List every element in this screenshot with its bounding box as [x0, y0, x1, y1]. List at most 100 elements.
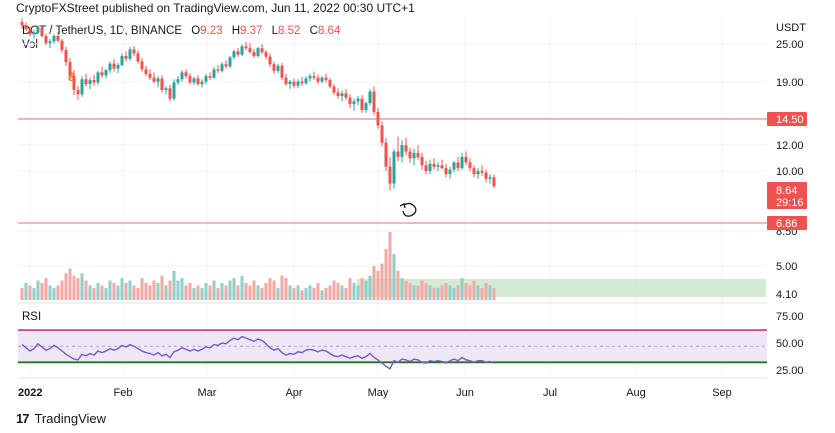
candle-body: [296, 81, 300, 86]
candle-body: [144, 69, 148, 74]
candle-body: [128, 49, 132, 59]
volume-bar: [400, 278, 404, 300]
candle-body: [348, 97, 352, 105]
candle-body: [64, 50, 68, 63]
candle-body: [416, 152, 420, 157]
volume-bar: [424, 283, 428, 300]
candle-body: [388, 166, 392, 184]
candle-body: [392, 151, 396, 184]
candle-body: [188, 76, 192, 83]
volume-bar: [492, 287, 496, 300]
candle-body: [328, 80, 332, 87]
volume-bar: [108, 280, 112, 300]
candle-body: [324, 77, 328, 81]
candle-body: [148, 73, 152, 78]
volume-bar: [76, 278, 80, 300]
volume-bar: [172, 270, 176, 300]
volume-bar: [304, 287, 308, 300]
candle-body: [48, 41, 52, 44]
volume-bar: [296, 285, 300, 300]
volume-bar: [344, 287, 348, 300]
event-marker-icon[interactable]: 8: [68, 70, 75, 84]
candle-body: [364, 103, 368, 110]
candle-body: [420, 156, 424, 166]
arrow-head-icon: [399, 203, 406, 209]
volume-bar: [220, 283, 224, 300]
volume-bar: [300, 290, 304, 300]
candle-body: [36, 27, 40, 33]
volume-bar: [256, 285, 260, 300]
candle-body: [484, 172, 488, 179]
candle-body: [20, 22, 24, 26]
candle-body: [384, 142, 388, 167]
price-tick-label: 12.00: [776, 140, 804, 152]
time-tick-label: Aug: [626, 387, 646, 399]
candle-body: [436, 165, 440, 167]
candle-body: [252, 52, 256, 57]
level-price-tag: [767, 216, 807, 230]
candle-body: [264, 52, 268, 57]
candle-body: [136, 53, 140, 62]
symbol-label[interactable]: DOT / TetherUS, 1D, BINANCE: [22, 25, 182, 37]
volume-bar: [356, 285, 360, 300]
candle-body: [360, 98, 364, 110]
volume-bar: [464, 283, 468, 300]
candle-body: [40, 27, 44, 37]
volume-bar: [368, 275, 372, 300]
rsi-legend[interactable]: RSI: [22, 311, 42, 323]
candle-body: [280, 65, 284, 78]
volume-bar: [436, 287, 440, 300]
candle-body: [168, 88, 172, 99]
volume-bar: [24, 283, 28, 300]
candle-body: [52, 36, 56, 42]
candle-body: [216, 69, 220, 71]
price-chart[interactable]: 25.0019.0012.0010.008.505.004.10USDT14.5…: [0, 0, 835, 405]
low-value: 8.52: [278, 25, 301, 37]
annotations: [399, 202, 417, 217]
candle-body: [152, 77, 156, 82]
volume-bar: [312, 287, 316, 300]
candlesticks: [20, 18, 496, 191]
candle-body: [300, 81, 304, 84]
candle-body: [400, 145, 404, 157]
low-label: L: [271, 25, 279, 37]
tradingview-footer[interactable]: 17 TradingView: [16, 411, 106, 426]
volume-bar: [156, 283, 160, 300]
rsi-pane: [18, 329, 767, 370]
volume-bar: [404, 280, 408, 300]
volume-bar: [456, 285, 460, 300]
candle-body: [160, 78, 164, 90]
level-price-tag-label: 6.86: [776, 218, 797, 230]
volume-bar: [472, 280, 476, 300]
volume-bar: [328, 285, 332, 300]
candle-body: [356, 98, 360, 102]
volume-bar: [200, 287, 204, 300]
volume-bar: [192, 287, 196, 300]
level-price-tag: [767, 112, 807, 126]
candle-body: [468, 162, 472, 169]
volume-bar: [32, 287, 36, 300]
candle-body: [172, 82, 176, 99]
volume-bar: [316, 283, 320, 300]
time-tick-label: Sep: [712, 387, 732, 399]
volume-bars: [20, 232, 496, 300]
candle-body: [424, 165, 428, 172]
candle-body: [256, 48, 260, 57]
volume-bar: [184, 285, 188, 300]
candle-body: [428, 163, 432, 172]
countdown-label: 29:16: [776, 197, 804, 209]
candle-body: [156, 78, 160, 82]
volume-bar: [148, 285, 152, 300]
candle-body: [200, 81, 204, 85]
candle-body: [336, 92, 340, 96]
volume-bar: [52, 287, 56, 300]
volume-bar: [104, 287, 108, 300]
candle-body: [480, 171, 484, 173]
volume-bar: [364, 280, 368, 300]
candle-body: [76, 89, 80, 95]
volume-bar: [384, 249, 388, 300]
candle-body: [72, 76, 76, 90]
volume-bar: [320, 290, 324, 300]
candle-body: [248, 48, 252, 53]
volume-bar: [392, 253, 396, 300]
